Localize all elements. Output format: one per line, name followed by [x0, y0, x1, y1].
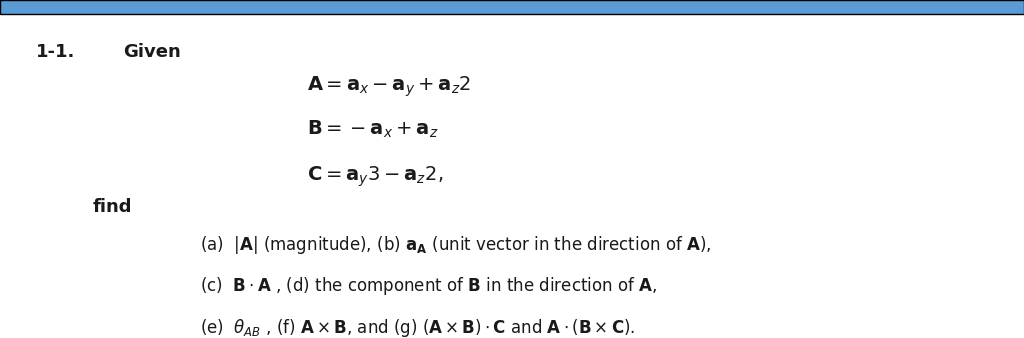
Text: Given: Given: [123, 43, 180, 61]
FancyBboxPatch shape: [0, 0, 1024, 14]
Text: $\mathbf{B} = -\mathbf{a}_x + \mathbf{a}_z$: $\mathbf{B} = -\mathbf{a}_x + \mathbf{a}…: [307, 119, 438, 141]
Text: 1-1.: 1-1.: [36, 43, 75, 61]
Text: $\mathbf{A} = \mathbf{a}_x - \mathbf{a}_y + \mathbf{a}_z 2$: $\mathbf{A} = \mathbf{a}_x - \mathbf{a}_…: [307, 74, 471, 99]
Text: (a)  $|\mathbf{A}|$ (magnitude), (b) $\mathbf{a}_\mathbf{A}$ (unit vector in the: (a) $|\mathbf{A}|$ (magnitude), (b) $\ma…: [200, 234, 711, 256]
Text: find: find: [92, 198, 132, 216]
Text: (e)  $\theta_{AB}$ , (f) $\mathbf{A} \times \mathbf{B}$, and (g) $(\mathbf{A} \t: (e) $\theta_{AB}$ , (f) $\mathbf{A} \tim…: [200, 317, 635, 338]
Text: $\mathbf{C} = \mathbf{a}_y 3 - \mathbf{a}_z 2,$: $\mathbf{C} = \mathbf{a}_y 3 - \mathbf{a…: [307, 164, 443, 189]
Text: (c)  $\mathbf{B} \cdot \mathbf{A}$ , (d) the component of $\mathbf{B}$ in the di: (c) $\mathbf{B} \cdot \mathbf{A}$ , (d) …: [200, 275, 657, 297]
